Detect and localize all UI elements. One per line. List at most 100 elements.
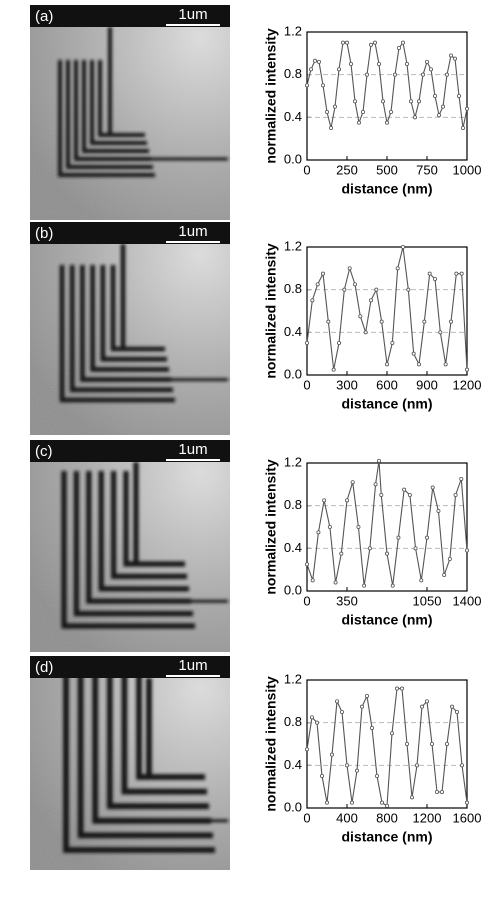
pattern (58, 27, 228, 177)
pattern-line (123, 471, 185, 567)
pattern-line (98, 471, 189, 592)
data-point (333, 580, 338, 585)
data-point (448, 319, 453, 324)
chart: 0.0 0.4 0.8 1.2 0 400 800 1200 1600 distance (nm)… (263, 671, 482, 844)
data-point (416, 99, 421, 104)
data-point (344, 40, 349, 45)
y-tick-label: 0.0 (284, 366, 302, 381)
data-point (304, 340, 309, 345)
x-tick-label: 0 (303, 810, 310, 825)
x-tick-label: 400 (336, 810, 358, 825)
data-point (402, 487, 407, 492)
data-line (306, 460, 468, 586)
data-point (422, 319, 427, 324)
data-point (428, 67, 433, 72)
data-point (336, 67, 341, 72)
data-point (453, 492, 458, 497)
data-point (434, 790, 439, 795)
y-tick-label: 0.4 (284, 540, 302, 555)
x-tick-label: 0 (303, 377, 310, 392)
pattern (61, 462, 228, 629)
data-point (399, 686, 404, 691)
y-tick-label: 1.2 (284, 671, 302, 686)
x-tick-label: 1200 (413, 810, 442, 825)
pattern-line (73, 471, 193, 617)
data-point (395, 266, 400, 271)
data-point (464, 367, 469, 372)
label-strip (30, 222, 230, 244)
data-point (460, 126, 465, 131)
pattern-line (106, 675, 209, 810)
data-point (312, 58, 317, 63)
chart: 0.0 0.4 0.8 1.2 0 300 600 900 1200 distance (nm) n… (263, 238, 482, 411)
x-tick-label: 0 (303, 593, 310, 608)
data-point (336, 340, 341, 345)
data-point (352, 99, 357, 104)
data-point (440, 104, 445, 109)
y-tick-label: 0.8 (284, 66, 302, 81)
data-point (369, 726, 374, 731)
data-point (424, 59, 429, 64)
data-point (304, 562, 309, 567)
label-strip (30, 656, 230, 678)
data-point (454, 710, 459, 715)
data-point (316, 59, 321, 64)
data-point (376, 458, 381, 463)
data-point (304, 747, 309, 752)
x-tick-label: 300 (336, 377, 358, 392)
plot-frame (306, 462, 468, 592)
data-point (308, 67, 313, 72)
data-point (432, 94, 437, 99)
data-point (309, 715, 314, 720)
panel-label: (c) (35, 443, 53, 460)
data-point (376, 62, 381, 67)
pattern-line (69, 265, 173, 393)
data-point (413, 546, 418, 551)
data-point (358, 314, 363, 319)
data-point (327, 525, 332, 530)
pattern-line (121, 675, 207, 795)
data-point (459, 271, 464, 276)
pattern-line (58, 60, 155, 177)
data-point (444, 742, 449, 747)
pattern (63, 675, 228, 853)
data-point (419, 578, 424, 583)
data-point (442, 573, 447, 578)
data-point (408, 99, 413, 104)
y-axis-label: normalized intensity (263, 243, 279, 379)
data-point (360, 110, 365, 115)
data-point (364, 72, 369, 77)
data-point (424, 699, 429, 704)
data-point (390, 583, 395, 588)
data-point (444, 72, 449, 77)
scale-bar-label: 1um (178, 441, 207, 458)
x-axis-label: distance (nm) (341, 181, 432, 197)
data-point (436, 508, 441, 513)
data-point (374, 774, 379, 779)
data-point (436, 113, 441, 118)
data-point (339, 551, 344, 556)
data-point (350, 480, 355, 485)
x-tick-label: 1000 (453, 162, 482, 177)
data-point (439, 790, 444, 795)
data-point (379, 800, 384, 805)
data-point (400, 244, 405, 249)
data-point (363, 330, 368, 335)
data-point (326, 319, 331, 324)
data-point (414, 763, 419, 768)
panel-label: (b) (35, 225, 53, 242)
data-point (409, 795, 414, 800)
pattern-line (111, 471, 187, 579)
data-point (429, 742, 434, 747)
plot-frame (306, 246, 468, 376)
data-point (329, 752, 334, 757)
scale-bar-label: 1um (178, 6, 207, 23)
data-point (322, 498, 327, 503)
chart: 0.0 0.4 0.8 1.2 0 250 500 750 1000 distance (nm) n… (263, 23, 482, 196)
data-point (390, 340, 395, 345)
data-point (384, 803, 389, 808)
pattern-line (110, 265, 165, 352)
y-tick-label: 0.4 (284, 324, 302, 339)
data-point (320, 271, 325, 276)
